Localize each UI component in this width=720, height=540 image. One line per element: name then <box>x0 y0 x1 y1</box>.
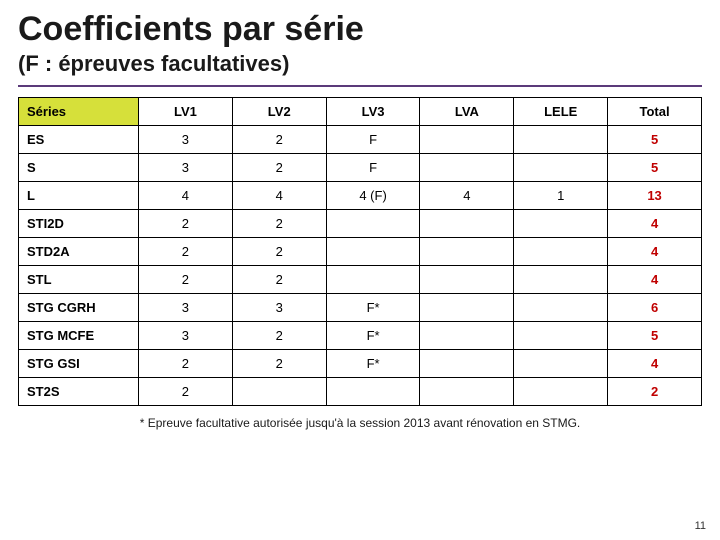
cell-lv2: 2 <box>232 126 326 154</box>
cell-lv1: 3 <box>139 294 233 322</box>
cell-lv1: 2 <box>139 266 233 294</box>
cell-lv2: 2 <box>232 154 326 182</box>
cell-lv1: 2 <box>139 238 233 266</box>
cell-total: 6 <box>608 294 702 322</box>
cell-total: 5 <box>608 126 702 154</box>
table-row: ST2S22 <box>19 378 702 406</box>
col-header-total: Total <box>608 98 702 126</box>
table-row: STG CGRH33F*6 <box>19 294 702 322</box>
cell-series: STG CGRH <box>19 294 139 322</box>
cell-lv3: F <box>326 154 420 182</box>
cell-lv2: 2 <box>232 322 326 350</box>
cell-lva <box>420 266 514 294</box>
cell-lele <box>514 350 608 378</box>
cell-lv3 <box>326 378 420 406</box>
cell-lv3 <box>326 238 420 266</box>
table-row: STI2D224 <box>19 210 702 238</box>
cell-lv1: 3 <box>139 154 233 182</box>
col-header-lv3: LV3 <box>326 98 420 126</box>
cell-lv2: 4 <box>232 182 326 210</box>
cell-series: ST2S <box>19 378 139 406</box>
col-header-lv2: LV2 <box>232 98 326 126</box>
cell-lele <box>514 210 608 238</box>
cell-lele <box>514 322 608 350</box>
cell-lva <box>420 378 514 406</box>
page-title: Coefficients par série <box>18 10 702 49</box>
cell-lva <box>420 350 514 378</box>
col-header-lva: LVA <box>420 98 514 126</box>
table-body: ES32F5S32F5L444 (F)4113STI2D224STD2A224S… <box>19 126 702 406</box>
cell-lva <box>420 210 514 238</box>
table-row: STL224 <box>19 266 702 294</box>
cell-series: ES <box>19 126 139 154</box>
cell-lv3: F* <box>326 294 420 322</box>
cell-lv2: 2 <box>232 350 326 378</box>
cell-lv1: 3 <box>139 322 233 350</box>
cell-series: S <box>19 154 139 182</box>
cell-lele <box>514 238 608 266</box>
cell-lva <box>420 126 514 154</box>
table-row: STG MCFE32F* 5 <box>19 322 702 350</box>
cell-lv3 <box>326 266 420 294</box>
cell-lele: 1 <box>514 182 608 210</box>
cell-lele <box>514 294 608 322</box>
cell-lv1: 3 <box>139 126 233 154</box>
col-header-series: Séries <box>19 98 139 126</box>
cell-lv1: 2 <box>139 350 233 378</box>
cell-lva <box>420 154 514 182</box>
cell-lv2: 2 <box>232 210 326 238</box>
cell-total: 4 <box>608 238 702 266</box>
cell-lv1: 2 <box>139 378 233 406</box>
cell-lva <box>420 322 514 350</box>
footnote-text: * Epreuve facultative autorisée jusqu'à … <box>18 416 702 430</box>
cell-lv2: 2 <box>232 266 326 294</box>
cell-total: 4 <box>608 350 702 378</box>
cell-series: STD2A <box>19 238 139 266</box>
table-row: STD2A224 <box>19 238 702 266</box>
cell-total: 5 <box>608 154 702 182</box>
page-number: 11 <box>695 520 706 532</box>
cell-lva <box>420 238 514 266</box>
cell-lele <box>514 266 608 294</box>
cell-lv3: 4 (F) <box>326 182 420 210</box>
cell-lv3: F* <box>326 322 420 350</box>
table-row: S32F 5 <box>19 154 702 182</box>
cell-series: STI2D <box>19 210 139 238</box>
cell-lv3: F* <box>326 350 420 378</box>
cell-series: STG GSI <box>19 350 139 378</box>
cell-total: 13 <box>608 182 702 210</box>
cell-series: L <box>19 182 139 210</box>
cell-series: STG MCFE <box>19 322 139 350</box>
cell-lv3: F <box>326 126 420 154</box>
cell-total: 2 <box>608 378 702 406</box>
table-header-row: Séries LV1 LV2 LV3 LVA LELE Total <box>19 98 702 126</box>
cell-lv1: 4 <box>139 182 233 210</box>
cell-total: 5 <box>608 322 702 350</box>
cell-series: STL <box>19 266 139 294</box>
page-subtitle: (F : épreuves facultatives) <box>18 51 702 77</box>
cell-lv2: 3 <box>232 294 326 322</box>
cell-lele <box>514 378 608 406</box>
table-row: ES32F 5 <box>19 126 702 154</box>
cell-lva <box>420 294 514 322</box>
cell-lv1: 2 <box>139 210 233 238</box>
col-header-lv1: LV1 <box>139 98 233 126</box>
coefficients-table: Séries LV1 LV2 LV3 LVA LELE Total ES32F5… <box>18 97 702 406</box>
table-row: STG GSI22F*4 <box>19 350 702 378</box>
table-row: L444 (F)4113 <box>19 182 702 210</box>
cell-lv2: 2 <box>232 238 326 266</box>
title-divider <box>18 85 702 87</box>
cell-total: 4 <box>608 266 702 294</box>
cell-lva: 4 <box>420 182 514 210</box>
cell-lv3 <box>326 210 420 238</box>
cell-total: 4 <box>608 210 702 238</box>
cell-lv2 <box>232 378 326 406</box>
cell-lele <box>514 126 608 154</box>
col-header-lele: LELE <box>514 98 608 126</box>
cell-lele <box>514 154 608 182</box>
